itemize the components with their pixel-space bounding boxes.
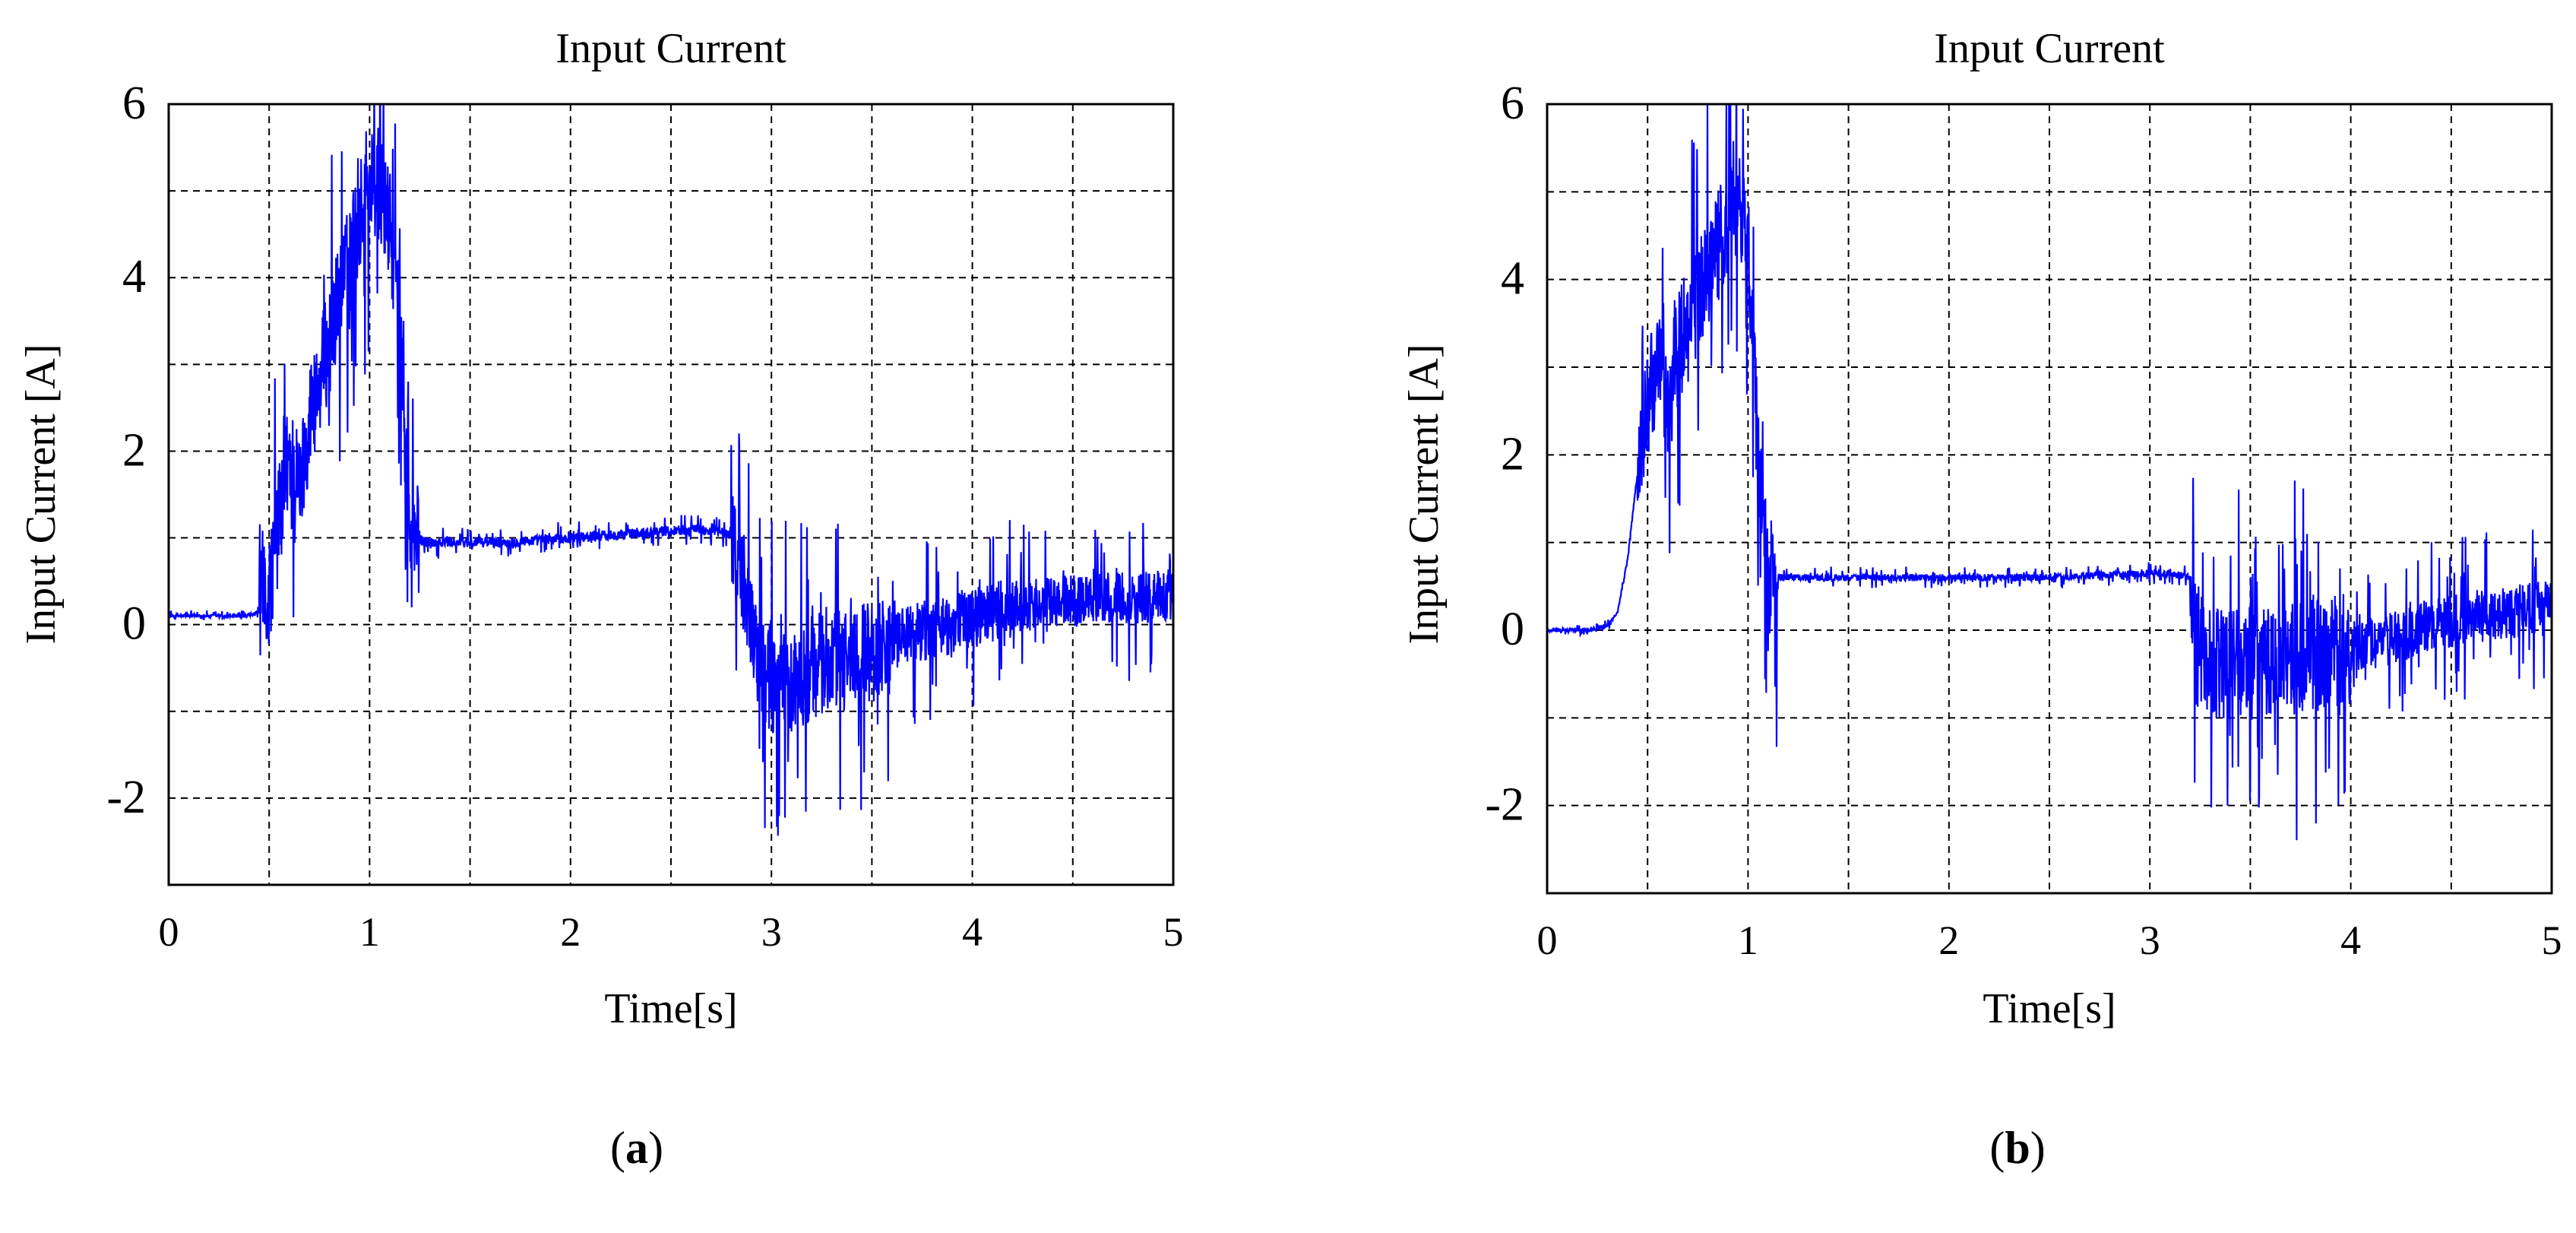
panel-a: Input Current Input Current [A] Time[s] … — [17, 25, 1184, 1032]
caption-a: (a) — [610, 1123, 663, 1173]
panel-a-xlabel: Time[s] — [604, 985, 737, 1032]
panel-a-ylabel: Input Current [A] — [17, 344, 65, 644]
x-tick-label: 2 — [560, 909, 581, 955]
panel-a-plot-frame — [167, 103, 1175, 886]
x-tick-label: 1 — [1738, 918, 1758, 963]
y-tick-label: 4 — [1501, 253, 1524, 305]
panel-b-xticks: 0 1 2 3 4 5 — [1537, 918, 2562, 963]
x-tick-label: 4 — [962, 909, 983, 955]
x-tick-label: 4 — [2340, 918, 2361, 963]
panel-b-ylabel: Input Current [A] — [1400, 344, 1448, 644]
y-tick-label: 2 — [122, 424, 146, 476]
panel-b-plot-frame — [1546, 103, 2553, 895]
x-tick-label: 3 — [761, 909, 782, 955]
panel-a-grid — [169, 104, 1173, 885]
caption-b-letter: b — [2005, 1123, 2030, 1173]
y-tick-label: 0 — [122, 598, 146, 650]
panel-b-title: Input Current — [1934, 25, 2165, 72]
y-tick-label: -2 — [106, 772, 146, 823]
x-tick-label: 2 — [1938, 918, 1959, 963]
panel-a-yticks: -2 0 2 4 6 — [106, 78, 146, 823]
y-tick-label: -2 — [1485, 779, 1524, 831]
panel-b-xlabel: Time[s] — [1983, 985, 2116, 1032]
y-tick-label: 2 — [1501, 428, 1524, 480]
x-tick-label: 0 — [159, 909, 179, 955]
x-tick-label: 5 — [1163, 909, 1184, 955]
x-tick-label: 5 — [2542, 918, 2562, 963]
y-tick-label: 6 — [1501, 78, 1524, 129]
panel-a-title: Input Current — [555, 25, 786, 72]
x-tick-label: 3 — [2140, 918, 2160, 963]
panel-a-line — [169, 104, 1173, 836]
y-tick-label: 6 — [122, 78, 146, 129]
caption-b: (b) — [1989, 1123, 2045, 1173]
panel-b-yticks: -2 0 2 4 6 — [1485, 78, 1524, 831]
y-tick-label: 0 — [1501, 604, 1524, 655]
caption-a-letter: a — [625, 1123, 648, 1173]
panel-b: Input Current Input Current [A] Time[s] … — [1400, 25, 2562, 1032]
x-tick-label: 0 — [1537, 918, 1558, 963]
series-line — [1547, 104, 2552, 841]
y-tick-label: 4 — [122, 251, 146, 303]
panel-a-xticks: 0 1 2 3 4 5 — [159, 909, 1184, 955]
panel-b-line — [1547, 104, 2552, 841]
x-tick-label: 1 — [359, 909, 380, 955]
series-line — [169, 104, 1173, 836]
